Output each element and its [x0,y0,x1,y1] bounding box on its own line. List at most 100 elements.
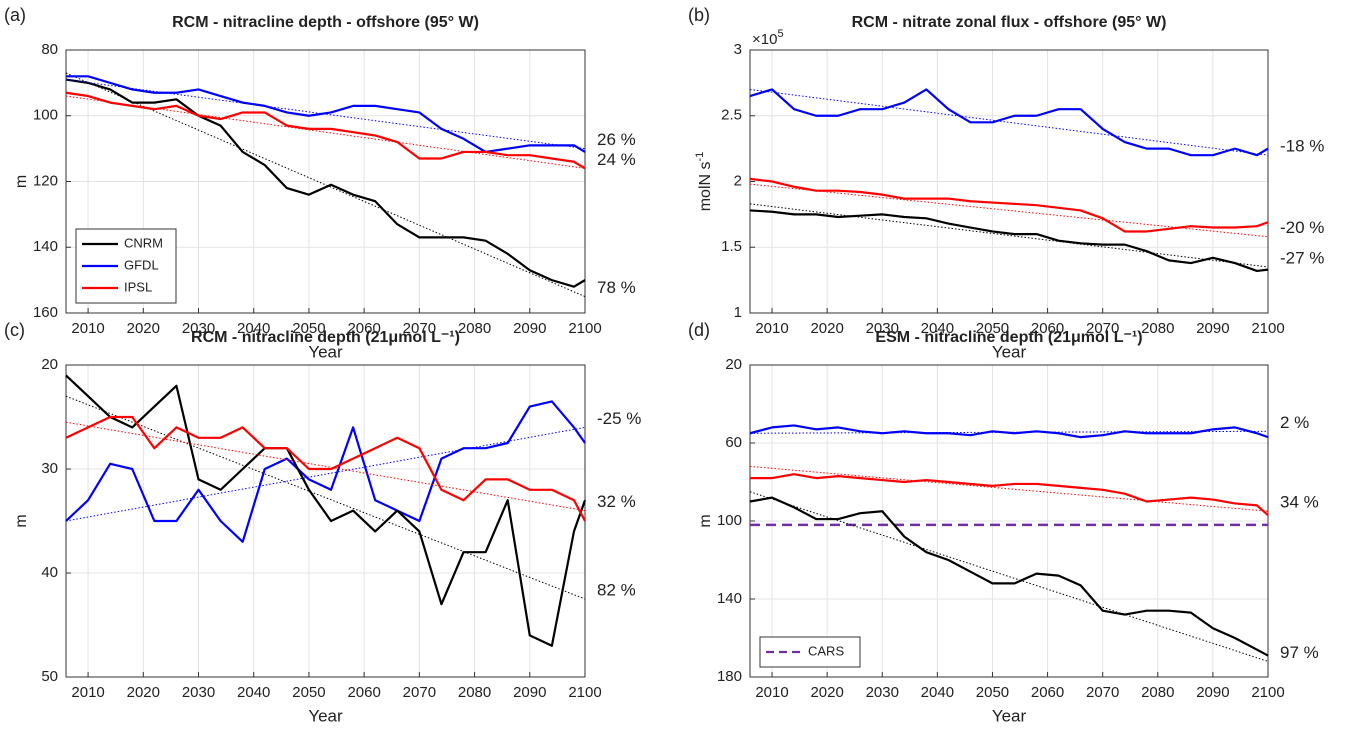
legend-label: IPSL [124,279,152,294]
x-tick-label: 2020 [810,684,843,701]
y-tick-label: 100 [33,107,58,124]
data-line [749,424,1269,439]
y-axis-label: m [697,514,714,527]
panel-label: (b) [688,5,710,25]
trend-line [65,421,586,512]
x-tick-label: 2060 [1031,320,1064,337]
chart-title: RCM - nitracline depth (21μmol L⁻¹) [191,329,460,346]
y-axis-label: m [13,175,30,188]
panel-label: (c) [4,320,25,340]
trend-label: 97 % [1280,643,1319,662]
x-tick-label: 2100 [568,320,601,337]
data-line [66,75,586,154]
legend-box [759,636,861,668]
x-tick-label: 2040 [921,684,954,701]
y-axis-label-text: m [13,175,30,188]
data-line [65,91,586,170]
trend-label: -25 % [597,409,641,428]
y-axis-label-text: m [697,514,714,527]
x-tick-label: 2100 [1251,684,1284,701]
chart-title: ESM - nitracline depth (21μmol L⁻¹) [875,329,1142,346]
x-tick-label: 2060 [1031,684,1064,701]
x-tick-label: 2040 [237,320,270,337]
panel-label: (d) [688,320,710,340]
trend-label: 82 % [597,580,636,599]
x-tick-label: 2010 [755,684,788,701]
chart-title: RCM - nitracline depth - offshore (95° W… [172,14,479,31]
y-tick-label: 180 [717,668,742,685]
x-tick-label: 2020 [810,320,843,337]
y-tick-label: 2.5 [721,107,742,124]
x-tick-label: 2060 [347,684,380,701]
x-tick-label: 2090 [513,320,546,337]
plot-frame [749,49,1269,314]
y-axis-label: molN s-1 [694,152,714,212]
y-tick-label: 140 [717,590,742,607]
y-tick-label: 160 [33,304,58,321]
x-tick-label: 2050 [976,684,1009,701]
y-tick-label: 140 [33,238,58,255]
trend-line [749,88,1269,156]
chart-title: RCM - nitrate zonal flux - offshore (95°… [852,14,1167,31]
x-tick-label: 2090 [513,684,546,701]
data-line [749,88,1269,157]
y-tick-label: 3 [734,41,742,58]
x-tick-label: 2080 [1141,684,1174,701]
trend-label: 26 % [597,130,636,149]
x-tick-label: 2030 [182,320,215,337]
trend-line [65,426,586,522]
x-tick-label: 2040 [921,320,954,337]
trend-line [749,183,1269,238]
trend-label: 32 % [597,492,636,511]
x-tick-label: 2070 [1086,684,1119,701]
data-line [749,209,1269,273]
x-tick-label: 2080 [1141,320,1174,337]
x-tick-label: 2030 [182,684,215,701]
y-tick-label: 20 [725,356,742,373]
y-axis-label-text: molN s [697,162,714,212]
x-tick-label: 2100 [568,684,601,701]
x-tick-label: 2070 [1086,320,1119,337]
x-tick-label: 2060 [347,320,380,337]
x-tick-label: 2050 [976,320,1009,337]
y-tick-label: 1.5 [721,238,742,255]
y-axis-label-text: m [13,514,30,527]
y-tick-label: 20 [41,356,58,373]
data-line [65,78,586,288]
data-line [749,177,1269,233]
x-tick-label: 2090 [1196,684,1229,701]
panel-label: (a) [4,5,26,25]
plot-frame [65,49,586,314]
legend-label: GFDL [124,257,159,272]
x-tick-label: 2030 [866,320,899,337]
x-tick-label: 2070 [403,684,436,701]
x-tick-label: 2010 [755,320,788,337]
trend-label: -18 % [1280,137,1324,156]
y-tick-label: 1 [734,304,742,321]
x-tick-label: 2010 [71,684,104,701]
data-line [65,415,586,522]
x-tick-label: 2050 [292,684,325,701]
legend-label: CNRM [124,235,163,250]
y-tick-label: 80 [41,41,58,58]
trend-label: 24 % [597,150,636,169]
x-axis-label: Year [992,706,1027,725]
y-tick-label: 60 [725,434,742,451]
x-tick-label: 2050 [292,320,325,337]
y-tick-label: 120 [33,172,58,189]
x-axis-label: Year [308,706,343,725]
multiplier-exp: 5 [777,28,783,40]
x-tick-label: 2040 [237,684,270,701]
legend-label: CARS [808,643,844,658]
trend-label: 78 % [597,278,636,297]
trend-label: -20 % [1280,218,1324,237]
data-line [749,496,1269,657]
x-tick-label: 2010 [71,320,104,337]
y-axis-label-sup: -1 [694,152,706,162]
x-tick-label: 2070 [403,320,436,337]
x-tick-label: 2080 [458,684,491,701]
x-tick-label: 2030 [866,684,899,701]
x-axis-label: Year [992,342,1027,361]
trend-label: 2 % [1280,413,1309,432]
